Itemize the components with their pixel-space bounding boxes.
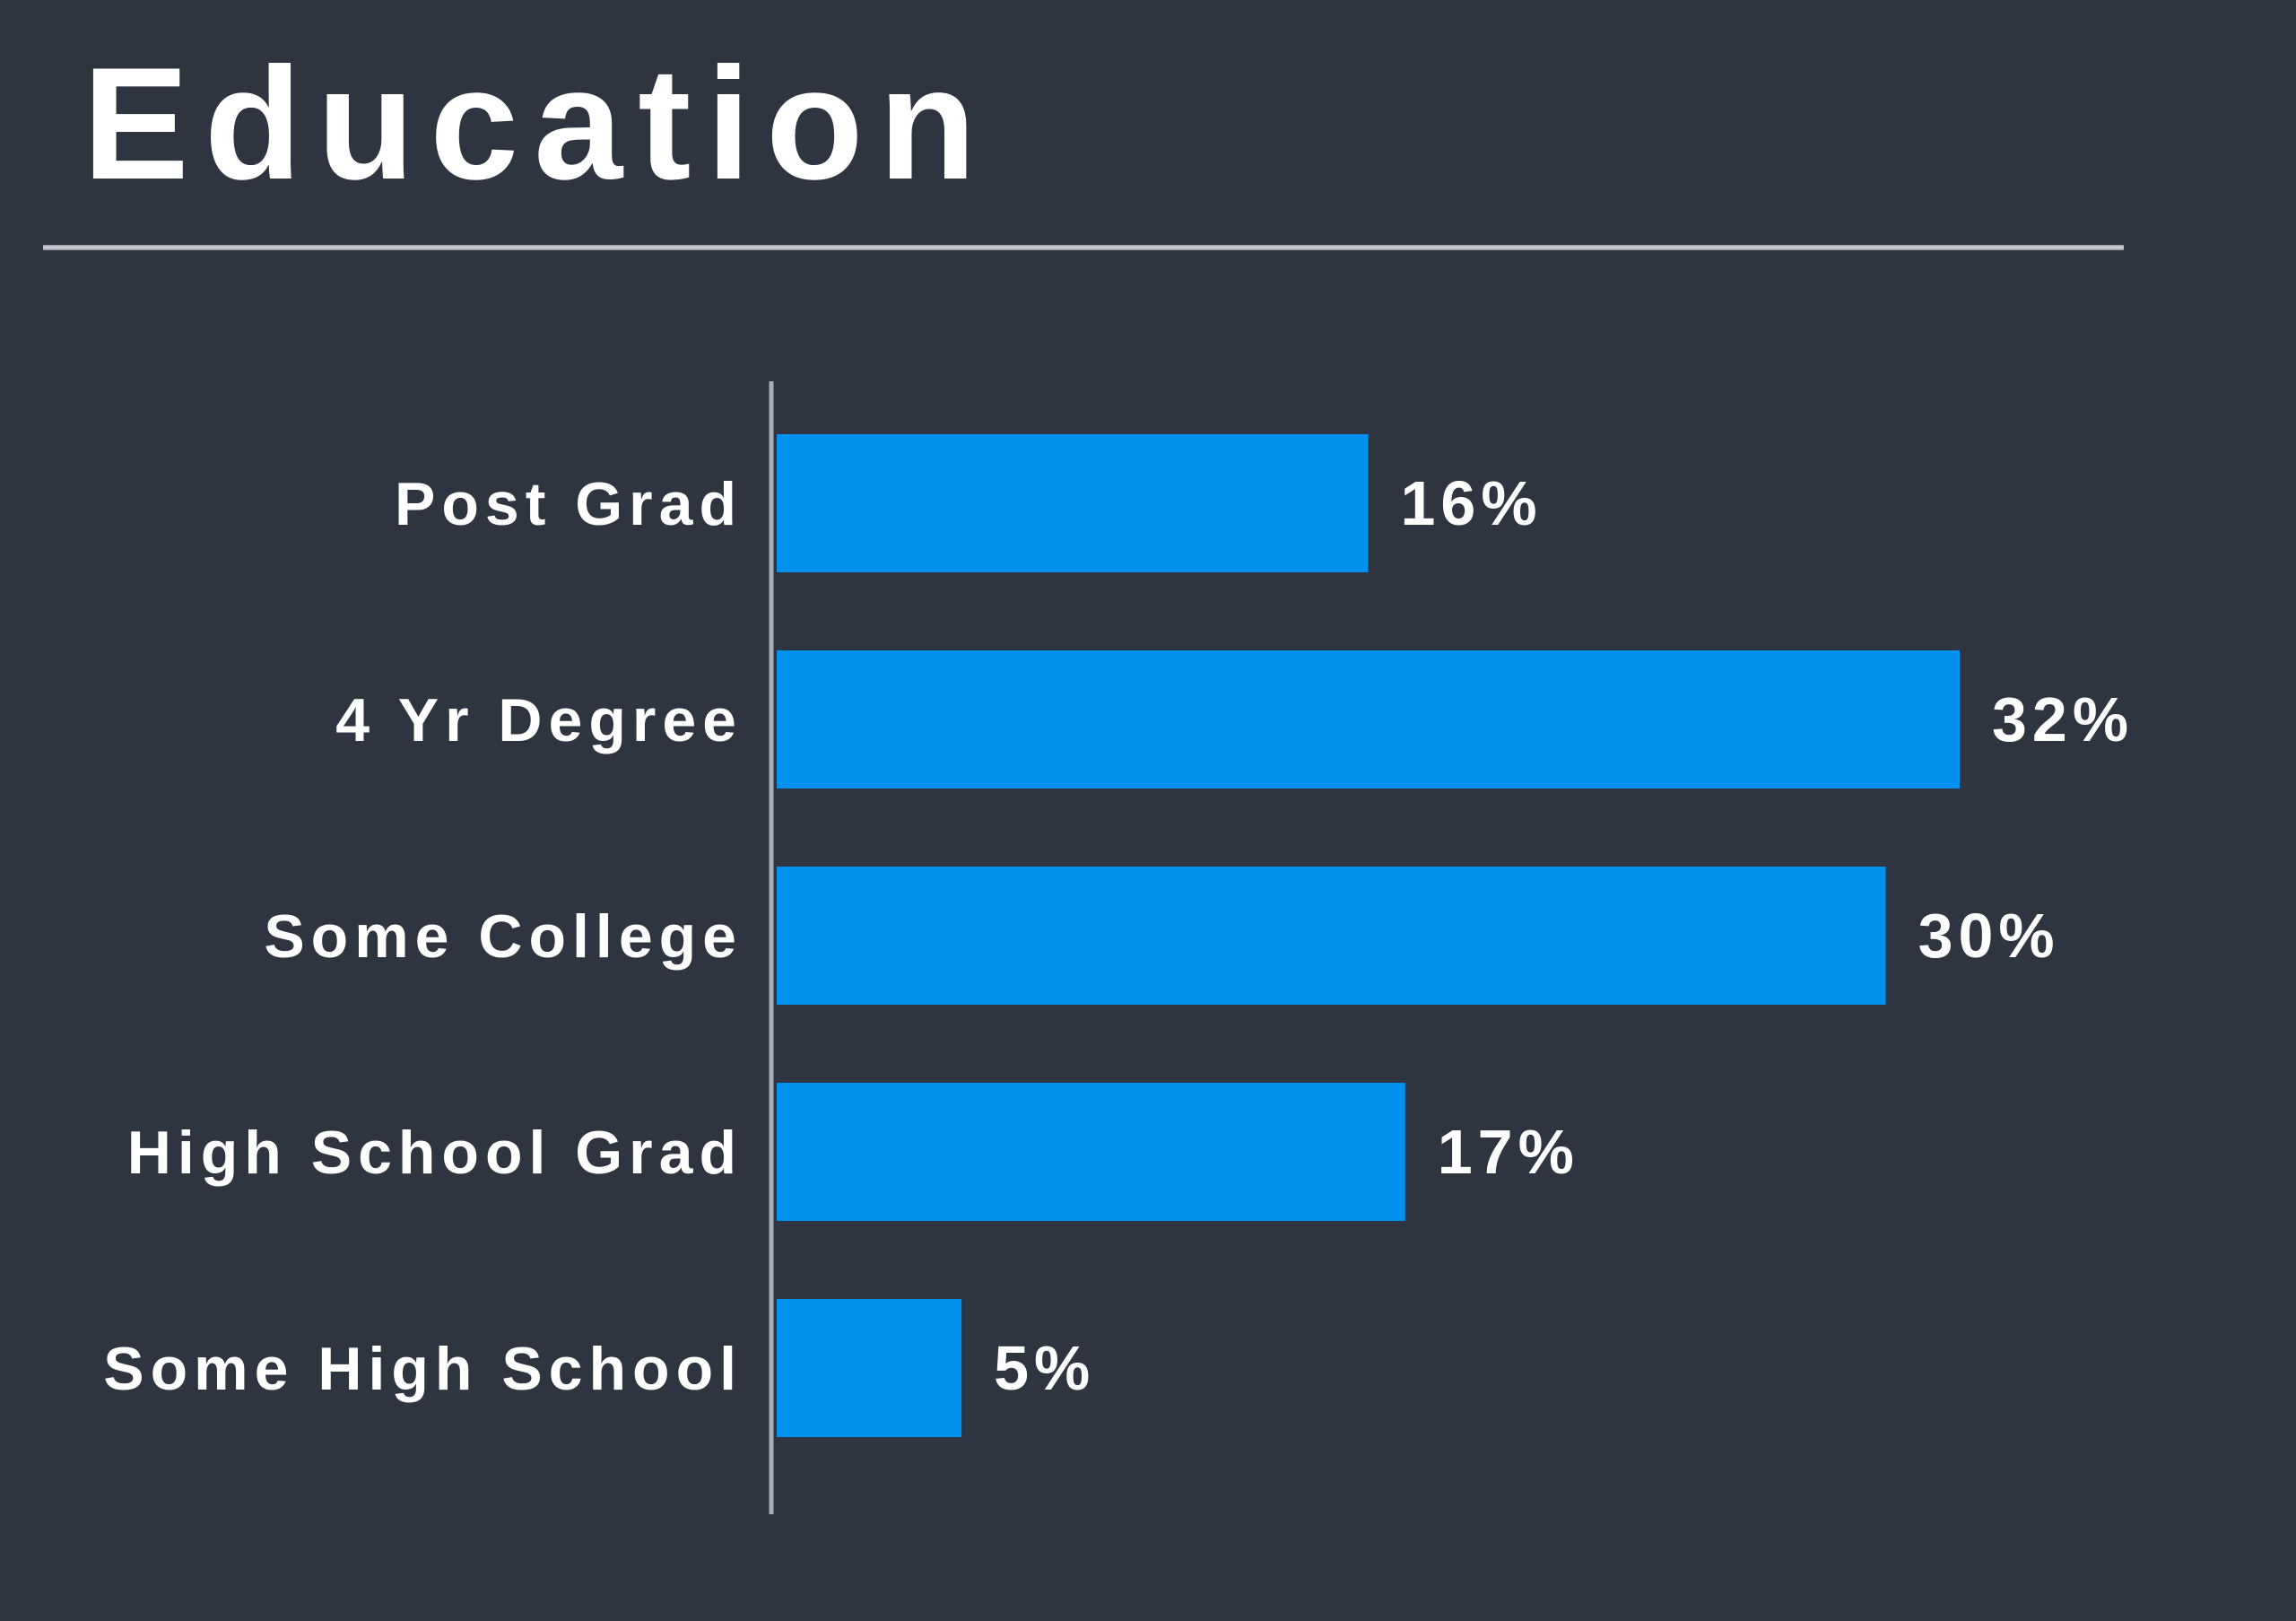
category-label-2: Some College — [264, 902, 743, 971]
category-label-3: High School Grad — [127, 1119, 743, 1187]
bar-0 — [777, 434, 1369, 572]
bar-3 — [777, 1083, 1405, 1221]
value-label-2: 30% — [1918, 901, 2060, 971]
value-label-4: 5% — [994, 1333, 1095, 1403]
chart-title: Education — [83, 34, 992, 213]
value-label-0: 16% — [1401, 468, 1543, 538]
bar-4 — [777, 1299, 962, 1437]
bar-2 — [777, 867, 1886, 1005]
value-label-1: 32% — [1992, 684, 2134, 754]
bars-layer: Post Grad 16% 4 Yr Degree 32% Some College 30… — [103, 434, 2134, 1437]
category-label-0: Post Grad — [395, 470, 743, 538]
bar-1 — [777, 650, 1960, 789]
value-label-3: 17% — [1438, 1117, 1579, 1187]
category-label-4: Some High School — [103, 1335, 743, 1403]
category-label-1: 4 Yr Degree — [335, 686, 743, 754]
title-divider — [43, 245, 2124, 250]
